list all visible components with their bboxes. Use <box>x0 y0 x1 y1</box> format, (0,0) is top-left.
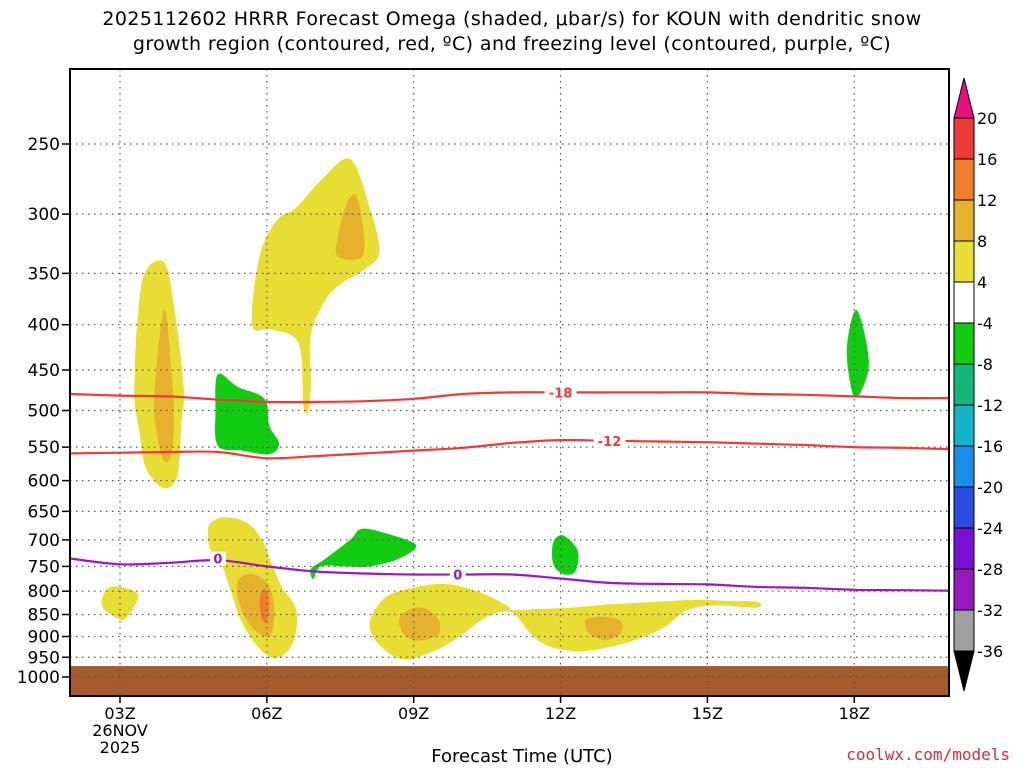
contour-line-0 <box>70 557 949 592</box>
omega-shaded-regions <box>101 158 1024 660</box>
colorbar-level--28: -28 <box>977 560 1003 579</box>
ground-layer <box>70 666 949 696</box>
omega-region-1 <box>153 309 174 463</box>
y-tick-label-950: 950 <box>28 648 60 668</box>
colorbar-level-20: 20 <box>977 109 997 128</box>
colorbar-bin--4-to-4 <box>953 281 975 324</box>
colorbar-bin--16-to--12 <box>953 404 975 447</box>
x-date-label-month: 26NOV <box>92 721 148 740</box>
colorbar-bin-16-to-20 <box>953 117 975 160</box>
colorbar-bin--36-to--32 <box>953 609 975 652</box>
colorbar-level--32: -32 <box>977 601 1003 620</box>
y-tick-label-800: 800 <box>28 582 60 602</box>
colorbar-bin-8-to-12 <box>953 199 975 242</box>
colorbar-level-8: 8 <box>977 232 987 251</box>
y-tick-label-400: 400 <box>28 316 60 336</box>
x-tick-label-09Z: 09Z <box>398 704 429 723</box>
y-tick-label-550: 550 <box>28 438 60 458</box>
colorbar-level-4: 4 <box>977 273 987 292</box>
contour-label--12-bg <box>593 433 626 448</box>
colorbar-level--8: -8 <box>977 355 993 374</box>
colorbar-bin--28-to--24 <box>953 527 975 570</box>
colorbar-bottom-arrow <box>953 650 975 692</box>
x-tick-label-15Z: 15Z <box>692 704 723 723</box>
contour-extra-label-0: 0 <box>213 553 222 568</box>
contour-line--12 <box>70 438 949 460</box>
y-tick-label-1000: 1000 <box>17 668 60 688</box>
x-tick-label-03Z: 03Z <box>104 704 135 723</box>
y-tick-label-500: 500 <box>28 402 60 422</box>
contour-label--12: -12 <box>598 435 622 450</box>
contour-extra-label-0-bg <box>209 551 226 566</box>
colorbar-level--16: -16 <box>977 437 1003 456</box>
omega-region-15 <box>990 200 1024 400</box>
colorbar-level--36: -36 <box>977 642 1003 661</box>
colorbar-level--24: -24 <box>977 519 1003 538</box>
colorbar-level--12: -12 <box>977 396 1003 415</box>
x-tick-label-18Z: 18Z <box>839 704 870 723</box>
colorbar-bin--12-to--8 <box>953 363 975 406</box>
colorbar-top-arrow <box>953 77 975 119</box>
y-tick-label-650: 650 <box>28 502 60 522</box>
colorbar-bin--8-to--4 <box>953 322 975 365</box>
chart-title-line-1: 2025112602 HRRR Forecast Omega (shaded, … <box>102 8 922 30</box>
colorbar-level--20: -20 <box>977 478 1003 497</box>
omega-region-9 <box>310 528 417 580</box>
y-tick-label-250: 250 <box>28 135 60 155</box>
contour-label--18: -18 <box>549 386 573 401</box>
omega-region-10 <box>552 535 579 575</box>
contour-label-0-bg <box>449 567 466 582</box>
contour-label--18-bg <box>544 385 577 400</box>
x-tick-label-12Z: 12Z <box>545 704 576 723</box>
temperature-contours: -18 -12 0 0 <box>70 385 949 592</box>
colorbar-bin-12-to-16 <box>953 158 975 201</box>
y-tick-label-600: 600 <box>28 472 60 492</box>
colorbar-bin--32-to--28 <box>953 568 975 611</box>
contour-label-0: 0 <box>453 569 462 584</box>
omega-region-12 <box>398 607 441 641</box>
omega-colorbar: 20 16 12 8 4 -4 -8 -12 -16 -20 -24 -28 -32 -36 <box>953 77 1003 692</box>
x-date-label-year: 2025 <box>100 738 141 757</box>
y-tick-label-300: 300 <box>28 205 60 225</box>
omega-region-4 <box>335 194 365 261</box>
y-tick-label-750: 750 <box>28 557 60 577</box>
y-tick-label-700: 700 <box>28 531 60 551</box>
plot-frame <box>69 68 950 697</box>
colorbar-bin--24-to--20 <box>953 486 975 529</box>
omega-region-5 <box>215 373 280 455</box>
source-watermark: coolwx.com/models <box>846 745 1010 764</box>
omega-region-11 <box>369 583 761 660</box>
y-tick-label-350: 350 <box>28 264 60 284</box>
ground-fill <box>70 666 949 696</box>
chart-title-line-2: growth region (contoured, red, ºC) and f… <box>132 33 892 55</box>
colorbar-level-12: 12 <box>977 191 997 210</box>
x-tick-label-06Z: 06Z <box>251 704 282 723</box>
colorbar-level--4: -4 <box>977 314 993 333</box>
colorbar-bin--20-to--16 <box>953 445 975 488</box>
omega-region-14 <box>846 309 869 398</box>
omega-region-13 <box>584 616 623 640</box>
x-axis-label: Forecast Time (UTC) <box>431 746 613 767</box>
y-axis: 2503003504004505005506006507007508008509… <box>17 135 70 688</box>
omega-region-3 <box>251 158 380 415</box>
colorbar-level-16: 16 <box>977 150 997 169</box>
colorbar-bin-4-to-8 <box>953 240 975 283</box>
y-tick-label-450: 450 <box>28 361 60 381</box>
plot-grid <box>70 69 949 696</box>
y-tick-label-900: 900 <box>28 627 60 647</box>
y-tick-label-850: 850 <box>28 606 60 626</box>
